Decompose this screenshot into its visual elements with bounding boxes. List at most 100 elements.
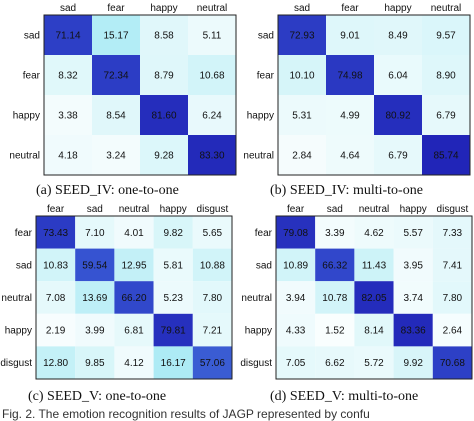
row-tick-label: sad — [24, 31, 40, 42]
heatmap-cell — [326, 135, 374, 175]
cell-value-label: 10.88 — [200, 260, 225, 271]
heatmap-cell — [75, 216, 115, 249]
cell-value-label: 2.84 — [292, 151, 312, 162]
heatmap-cell — [278, 55, 326, 95]
heatmap-cell — [114, 216, 154, 249]
cell-value-label: 82.05 — [361, 293, 386, 304]
heatmap-cell — [276, 313, 316, 347]
column-tick-label: neutral — [119, 204, 150, 215]
row-tick-label: neutral — [241, 293, 272, 304]
cell-value-label: 6.04 — [388, 71, 408, 82]
cell-value-label: 71.14 — [55, 31, 80, 42]
cell-value-label: 83.30 — [199, 151, 224, 162]
cell-value-label: 10.78 — [322, 293, 347, 304]
cell-value-label: 10.10 — [289, 71, 314, 82]
heatmap-cell — [432, 313, 472, 347]
heatmap-cell — [422, 15, 470, 55]
cell-value-label: 72.34 — [103, 71, 128, 82]
row-tick-label: happy — [247, 111, 274, 122]
column-tick-label: neutral — [359, 204, 390, 215]
heatmap-cell — [188, 55, 236, 95]
subfigure-caption: (d) SEED_V: multi-to-one — [270, 389, 418, 404]
cell-value-label: 13.69 — [82, 293, 107, 304]
cell-value-label: 7.08 — [46, 293, 66, 304]
cell-value-label: 74.98 — [337, 71, 362, 82]
cell-value-label: 4.18 — [58, 151, 78, 162]
cell-value-label: 7.21 — [203, 326, 223, 337]
cell-value-label: 8.32 — [58, 71, 78, 82]
heatmap-cell — [354, 313, 394, 347]
heatmap-cell — [393, 313, 433, 347]
column-tick-label: happy — [400, 204, 427, 215]
heatmap-cell — [393, 346, 433, 379]
heatmap-cell — [92, 15, 140, 55]
heatmap-cell — [153, 346, 193, 379]
heatmap-cell — [393, 216, 433, 249]
heatmap-cell — [44, 15, 92, 55]
cell-value-label: 10.89 — [283, 260, 308, 271]
cell-value-label: 59.54 — [82, 260, 107, 271]
row-tick-label: neutral — [9, 151, 40, 162]
heatmap-cell — [36, 248, 76, 282]
cell-value-label: 5.65 — [203, 228, 223, 239]
subfigure-caption: (a) SEED_IV: one-to-one — [36, 183, 179, 198]
heatmap-cell — [153, 216, 193, 249]
heatmap-cell — [92, 95, 140, 135]
cell-value-label: 8.58 — [154, 31, 174, 42]
heatmap-cell — [432, 281, 472, 314]
heatmap-cell — [374, 55, 422, 95]
cell-value-label: 5.72 — [364, 358, 384, 369]
cell-value-label: 11.43 — [362, 260, 387, 271]
heatmap-cell — [276, 346, 316, 379]
heatmap-cell — [374, 95, 422, 135]
heatmap-cell — [192, 346, 232, 379]
heatmap-cell — [36, 313, 76, 347]
heatmap-cell — [354, 346, 394, 379]
heatmap-panel: 71.14 15.17 8.58 5.11 8.32 72.34 8.79 10.68 3.38… — [9, 3, 237, 198]
heatmap-cell — [114, 248, 154, 282]
heatmap-cell — [432, 346, 472, 379]
cell-value-label: 83.36 — [401, 326, 426, 337]
row-tick-label: neutral — [243, 151, 274, 162]
column-tick-label: happy — [160, 204, 187, 215]
heatmap-cell — [44, 95, 92, 135]
cell-value-label: 6.79 — [436, 111, 456, 122]
heatmap-cell — [315, 281, 355, 314]
cell-value-label: 5.31 — [292, 111, 312, 122]
row-tick-label: disgust — [240, 358, 272, 369]
cell-value-label: 66.20 — [121, 293, 146, 304]
cell-value-label: 81.60 — [151, 111, 176, 122]
heatmap-cell — [192, 313, 232, 347]
column-tick-label: sad — [60, 3, 76, 14]
heatmap-cell — [140, 95, 188, 135]
heatmap-cell — [153, 248, 193, 282]
heatmap-panel: 72.93 9.01 8.49 9.57 10.10 74.98 6.04 8.90 5.31 4… — [243, 3, 471, 198]
heatmap-frame — [275, 215, 473, 380]
heatmap-cell — [36, 216, 76, 249]
cell-value-label: 15.17 — [103, 31, 128, 42]
cell-value-label: 9.01 — [340, 31, 360, 42]
cell-value-label: 79.81 — [161, 326, 186, 337]
cell-value-label: 5.81 — [163, 260, 183, 271]
heatmap-cell — [153, 313, 193, 347]
cell-value-label: 2.64 — [443, 326, 463, 337]
cell-value-label: 5.23 — [163, 293, 183, 304]
column-tick-label: disgust — [437, 204, 469, 215]
column-tick-label: fear — [287, 204, 305, 215]
column-tick-label: fear — [47, 204, 65, 215]
heatmap-cell — [92, 135, 140, 175]
cell-value-label: 7.41 — [443, 260, 463, 271]
cell-value-label: 9.28 — [154, 151, 174, 162]
cell-value-label: 12.80 — [43, 358, 68, 369]
cell-value-label: 3.74 — [403, 293, 423, 304]
heatmap-cell — [75, 248, 115, 282]
cell-value-label: 7.33 — [443, 228, 463, 239]
column-tick-label: fear — [341, 3, 359, 14]
row-tick-label: fear — [255, 228, 273, 239]
cell-value-label: 7.10 — [85, 228, 105, 239]
cell-value-label: 79.08 — [283, 228, 308, 239]
heatmap-cell — [422, 95, 470, 135]
row-tick-label: happy — [245, 326, 272, 337]
heatmap-frame — [35, 215, 233, 380]
row-tick-label: fear — [15, 228, 33, 239]
